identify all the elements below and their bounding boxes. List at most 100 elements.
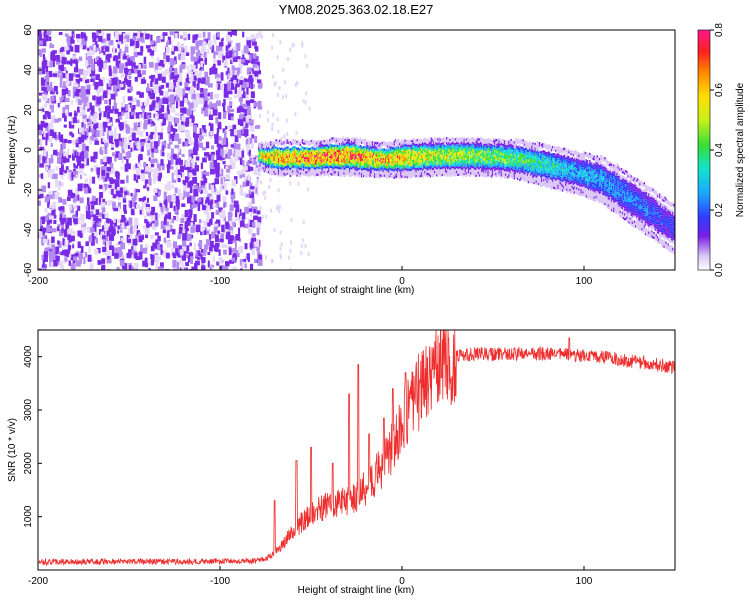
signal-cell (346, 151, 349, 154)
signal-cell (410, 175, 412, 178)
noise-speckle (166, 225, 171, 231)
signal-cell (420, 165, 423, 168)
signal-cell (414, 156, 416, 159)
noise-speckle (159, 132, 163, 140)
noise-speckle (145, 143, 150, 150)
signal-cell (387, 171, 389, 174)
signal-cell (352, 142, 354, 145)
signal-cell (285, 158, 287, 161)
signal-cell (323, 154, 326, 157)
noise-speckle (164, 237, 167, 243)
signal-cell (312, 142, 315, 145)
signal-cell (346, 153, 349, 156)
signal-cell (297, 156, 299, 160)
noise-speckle (258, 254, 263, 260)
signal-cell (333, 140, 335, 143)
signal-cell (360, 151, 363, 154)
signal-cell (321, 172, 323, 175)
noise-speckle (193, 214, 197, 223)
signal-cell (363, 174, 365, 177)
noise-speckle (288, 255, 290, 260)
signal-cell (315, 164, 317, 168)
signal-cell (312, 152, 315, 155)
signal-cell (292, 172, 294, 175)
signal-cell (324, 156, 327, 159)
signal-cell (284, 159, 286, 162)
signal-cell (325, 153, 328, 156)
noise-speckle (272, 112, 275, 117)
signal-cell (420, 148, 423, 151)
signal-cell (342, 172, 344, 175)
signal-cell (328, 160, 330, 163)
signal-cell (412, 145, 414, 148)
noise-speckle (124, 220, 129, 226)
signal-cell (287, 156, 290, 159)
noise-speckle (52, 201, 56, 209)
noise-speckle (232, 46, 237, 53)
signal-cell (374, 175, 376, 179)
signal-cell (267, 157, 269, 160)
signal-cell (424, 159, 426, 162)
signal-cell (274, 151, 276, 154)
signal-cell (261, 153, 263, 156)
signal-cell (269, 172, 271, 175)
signal-cell (390, 141, 392, 144)
noise-speckle (233, 79, 237, 84)
signal-cell (425, 167, 427, 170)
signal-cell (270, 170, 272, 173)
signal-cell (351, 167, 353, 170)
signal-cell (289, 153, 292, 156)
signal-cell (406, 149, 409, 152)
noise-speckle (154, 103, 160, 111)
noise-speckle (212, 204, 217, 209)
noise-speckle (162, 32, 168, 36)
signal-cell (265, 156, 268, 159)
noise-speckle (238, 63, 244, 68)
signal-cell (388, 143, 390, 147)
signal-cell (286, 146, 288, 149)
noise-speckle (158, 100, 162, 109)
signal-cell (347, 163, 350, 166)
signal-cell (293, 170, 295, 173)
noise-speckle (80, 86, 86, 93)
signal-cell (351, 169, 353, 172)
noise-speckle (162, 229, 166, 234)
signal-cell (323, 161, 326, 164)
noise-speckle (246, 40, 252, 48)
noise-speckle (98, 197, 102, 205)
signal-cell (399, 140, 401, 143)
signal-cell (354, 160, 356, 163)
noise-speckle (213, 59, 218, 63)
signal-cell (395, 149, 398, 152)
signal-cell (362, 173, 364, 176)
noise-speckle (48, 36, 52, 41)
noise-speckle (99, 184, 103, 190)
signal-cell (312, 164, 315, 167)
noise-speckle (114, 108, 119, 114)
signal-cell (396, 167, 399, 171)
signal-cell (317, 164, 319, 167)
signal-cell (287, 158, 290, 161)
signal-cell (308, 157, 310, 160)
noise-speckle (206, 245, 209, 250)
noise-speckle (192, 116, 195, 122)
signal-cell (319, 144, 321, 147)
signal-cell (365, 141, 367, 144)
noise-speckle (147, 261, 151, 265)
signal-cell (393, 176, 395, 179)
signal-cell (353, 161, 355, 164)
signal-cell (344, 165, 346, 168)
signal-cell (415, 139, 417, 142)
noise-speckle (226, 152, 231, 159)
signal-cell (312, 145, 315, 148)
noise-speckle (102, 235, 106, 240)
signal-cell (313, 169, 316, 172)
noise-speckle (50, 261, 54, 268)
signal-cell (417, 168, 420, 171)
signal-cell (346, 161, 349, 164)
signal-cell (333, 149, 335, 152)
noise-speckle (55, 152, 61, 156)
noise-speckle (70, 263, 76, 270)
signal-cell (355, 161, 357, 164)
signal-cell (339, 140, 341, 143)
